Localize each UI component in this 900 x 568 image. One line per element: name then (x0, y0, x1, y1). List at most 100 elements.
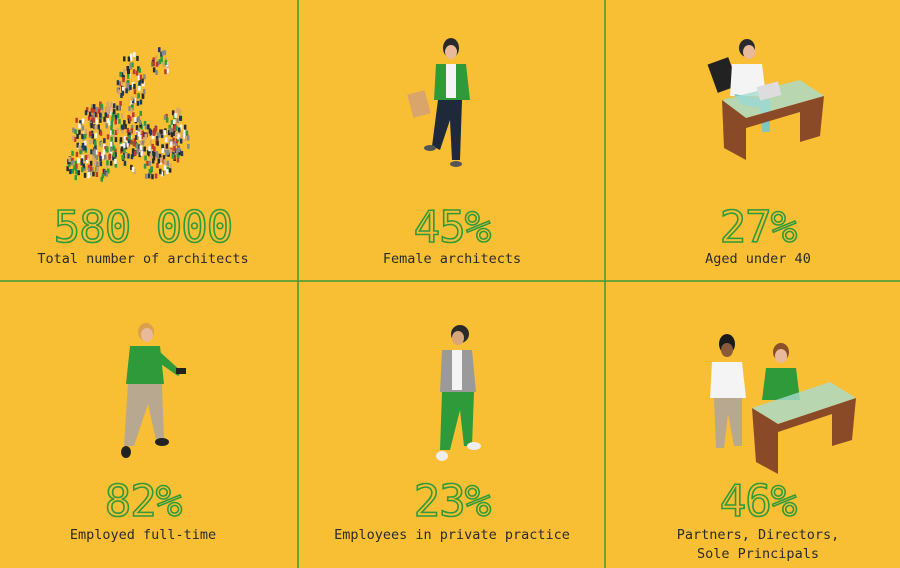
crowd-person (103, 138, 106, 144)
crowd-person (152, 67, 156, 73)
crowd-person (143, 138, 146, 144)
crowd-person (110, 125, 113, 131)
crowd-person (135, 125, 139, 131)
crowd-person (142, 81, 145, 87)
crowd-person (81, 133, 84, 139)
crowd-person (119, 101, 122, 106)
crowd-person (179, 124, 183, 130)
crowd-person (138, 85, 141, 91)
crowd-person (121, 128, 124, 134)
crowd-person (138, 119, 142, 125)
crowd-person (99, 112, 102, 118)
crowd-person (78, 129, 81, 135)
crowd-person (158, 59, 162, 65)
crowd-person (180, 151, 184, 157)
crowd-person (83, 140, 87, 146)
crowd-person (150, 166, 153, 172)
crowd-person (174, 132, 178, 138)
crowd-person (156, 163, 159, 168)
crowd-person (147, 173, 151, 179)
crowd-person (168, 124, 171, 130)
crowd-person (90, 107, 93, 113)
crowd-person (120, 80, 124, 86)
crowd-person (120, 72, 124, 78)
crowd-person (163, 165, 167, 171)
crowd-person (132, 112, 135, 118)
crowd-person (163, 130, 167, 136)
crowd-person (95, 172, 99, 177)
crowd-person (111, 116, 114, 122)
crowd-person (84, 154, 88, 160)
crowd-person (137, 116, 141, 122)
crowd-person (165, 151, 168, 157)
crowd-person (131, 151, 135, 157)
crowd-person (94, 124, 97, 130)
crowd-person (117, 89, 121, 95)
crowd-person (122, 68, 126, 74)
crowd-person (72, 127, 75, 133)
crowd-person (179, 115, 182, 121)
stat-label: Aged under 40 (705, 251, 811, 267)
crowd-person (152, 61, 155, 67)
crowd-person (133, 52, 136, 58)
woman-walking-illustration (407, 38, 470, 167)
crowd-person (81, 125, 84, 131)
crowd-person (125, 88, 128, 94)
crowd-person (152, 57, 155, 63)
crowd-person (136, 55, 139, 61)
crowd-person (137, 75, 141, 81)
crowd-person (133, 151, 137, 156)
crowd-person (155, 55, 158, 61)
crowd-person (94, 132, 98, 138)
crowd-person (114, 119, 117, 125)
crowd-person (140, 141, 143, 147)
crowd-person (151, 143, 154, 149)
crowd-person (162, 62, 165, 68)
crowd-person (178, 108, 182, 114)
crowd-person (81, 118, 85, 124)
crowd-person (185, 130, 189, 136)
crowd-person (95, 155, 99, 161)
crowd-person (172, 119, 176, 125)
crowd-person (81, 154, 84, 160)
crowd-person (114, 148, 117, 154)
crowd-person (136, 143, 139, 149)
crowd-person (181, 132, 184, 138)
crowd-person (139, 145, 143, 151)
crowd-person (81, 167, 84, 173)
crowd-person (131, 62, 134, 68)
crowd-person (71, 150, 74, 156)
crowd-person (100, 142, 103, 147)
crowd-person (106, 113, 109, 119)
crowd-person (158, 47, 161, 53)
crowd-person (138, 80, 141, 86)
crowd-person (98, 151, 101, 157)
crowd-person (108, 154, 111, 160)
crowd-person (155, 70, 158, 75)
crowd-person (123, 153, 126, 159)
stat-value: 23% (414, 476, 491, 527)
crowd-person (148, 160, 151, 166)
crowd-person (121, 113, 124, 119)
crowd-person (123, 148, 126, 154)
crowd-person (137, 93, 140, 99)
crowd-person (119, 137, 123, 143)
crowd-person (139, 99, 143, 105)
crowd-person (176, 118, 179, 124)
crowd-person (152, 155, 156, 161)
crowd-person (114, 162, 118, 168)
crowd-person (100, 176, 103, 182)
crowd-person (155, 136, 159, 141)
crowd-person (92, 117, 96, 123)
crowd-person (127, 69, 130, 74)
crowd-person (124, 152, 128, 158)
crowd-person (112, 152, 116, 158)
crowd-person (92, 151, 95, 157)
crowd-person (168, 167, 172, 173)
stat-label: Total number of architects (37, 251, 248, 267)
crowd-person (105, 171, 108, 177)
crowd-person (99, 101, 102, 107)
crowd-person (109, 160, 113, 166)
crowd-person (151, 174, 154, 180)
